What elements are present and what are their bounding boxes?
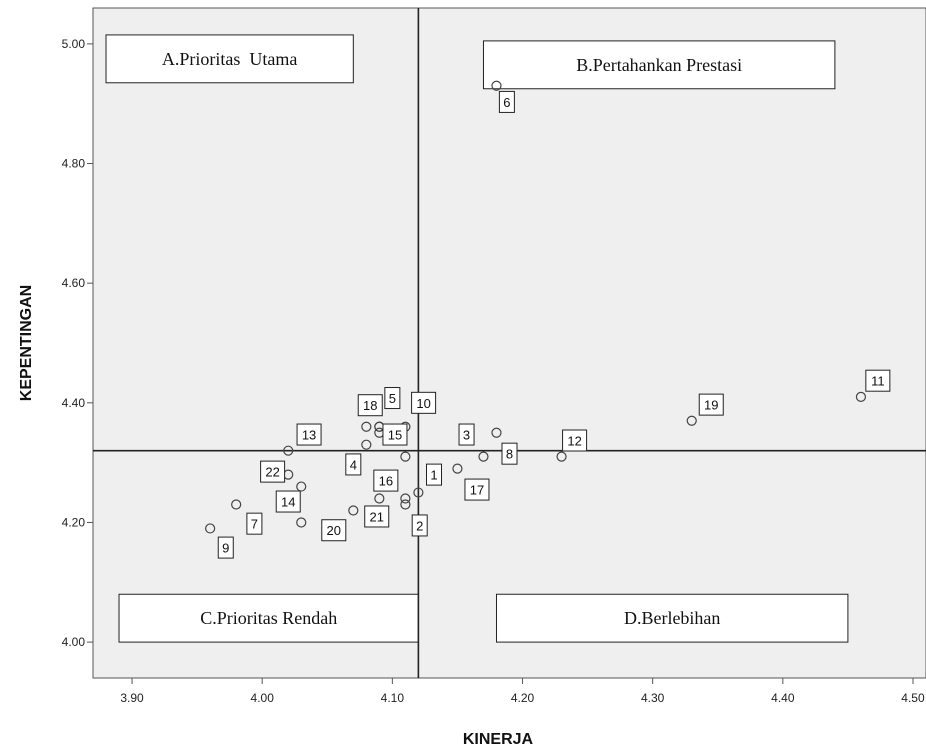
x-tick-label-3: 4.20 <box>511 691 535 705</box>
data-point-7 <box>231 499 242 510</box>
point-label-7: 7 <box>251 517 258 532</box>
point-label-13: 13 <box>302 428 316 443</box>
y-tick-label-1: 4.20 <box>62 515 86 529</box>
data-point-11 <box>855 391 867 402</box>
point-label-box-4 <box>345 453 362 476</box>
point-label-box-2 <box>411 514 428 537</box>
point-label-box-1 <box>426 463 443 486</box>
data-point-1 <box>413 487 424 498</box>
data-point-14 <box>296 481 307 492</box>
point-label-18: 18 <box>363 398 377 413</box>
data-point-2 <box>400 499 411 510</box>
point-label-8: 8 <box>506 447 513 462</box>
quadrant-box-1 <box>482 40 836 90</box>
point-label-box-11 <box>865 369 891 392</box>
quadrant-labels: A.Prioritas Utama B.Pertahankan Prestasi C… <box>105 34 849 643</box>
point-label-21: 21 <box>370 509 384 524</box>
x-tick-label-5: 4.40 <box>771 691 795 705</box>
point-label-box-7 <box>246 512 263 535</box>
point-label-19: 19 <box>704 398 718 413</box>
quadrant-label-0: A.Prioritas Utama <box>162 49 297 69</box>
point-label-box-15 <box>382 423 408 446</box>
point-label-14: 14 <box>281 495 295 510</box>
x-tick-label-6: 4.50 <box>901 691 925 705</box>
point-label-box-5 <box>384 387 401 410</box>
x-tick-label-0: 3.90 <box>120 691 144 705</box>
quadrant-box-3 <box>495 593 849 643</box>
data-point-13 <box>283 445 294 456</box>
point-label-4: 4 <box>350 457 357 472</box>
point-label-box-20 <box>321 519 347 542</box>
quadrant-label-2: C.Prioritas Rendah <box>200 608 337 628</box>
point-label-box-10 <box>411 391 437 414</box>
data-point-u23 <box>400 493 411 504</box>
point-label-10: 10 <box>416 396 430 411</box>
point-label-12: 12 <box>567 434 581 449</box>
data-point-6 <box>491 80 502 91</box>
point-label-box-18 <box>357 394 383 417</box>
point-label-2: 2 <box>416 518 423 533</box>
point-label-box-6 <box>498 90 515 113</box>
x-tick-label-4: 4.30 <box>641 691 665 705</box>
point-label-6: 6 <box>503 95 510 110</box>
x-tick-label-2: 4.10 <box>381 691 405 705</box>
y-tick-label-2: 4.40 <box>62 396 86 410</box>
data-point-19 <box>686 415 697 426</box>
point-label-box-22 <box>260 460 286 483</box>
data-point-8 <box>491 427 502 438</box>
data-point-16 <box>374 493 385 504</box>
quadrant-box-0 <box>105 34 354 84</box>
data-point-12 <box>556 451 567 462</box>
data-point-4 <box>400 451 411 462</box>
point-label-5: 5 <box>389 391 396 406</box>
y-axis-ticks: 4.00 4.20 4.40 4.60 4.80 5.00 <box>62 37 93 649</box>
point-label-box-8 <box>501 442 518 465</box>
point-label-20: 20 <box>327 523 341 538</box>
data-point-18 <box>361 421 372 432</box>
point-label-16: 16 <box>379 474 393 489</box>
y-tick-label-0: 4.00 <box>62 635 86 649</box>
point-label-9: 9 <box>222 541 229 556</box>
point-label-box-19 <box>698 393 724 416</box>
point-label-box-21 <box>364 505 390 528</box>
point-label-box-12 <box>562 429 588 452</box>
point-label-1: 1 <box>430 468 437 483</box>
point-label-22: 22 <box>265 465 279 480</box>
quadrant-box-2 <box>118 593 419 643</box>
point-label-box-3 <box>458 423 475 446</box>
point-label-box-9 <box>217 536 234 559</box>
point-label-box-13 <box>296 423 322 446</box>
y-axis-title: KEPENTINGAN <box>18 285 35 401</box>
point-label-15: 15 <box>388 428 402 443</box>
data-point-21 <box>348 505 359 516</box>
quadrant-label-1: B.Pertahankan Prestasi <box>576 55 742 75</box>
point-label-box-17 <box>464 478 490 501</box>
y-tick-label-5: 5.00 <box>62 37 86 51</box>
point-label-11: 11 <box>871 374 885 389</box>
point-label-17: 17 <box>470 483 484 498</box>
x-tick-label-1: 4.00 <box>251 691 275 705</box>
quadrant-label-3: D.Berlebihan <box>624 608 720 628</box>
data-point-u22 <box>361 439 372 450</box>
plot-background <box>92 7 926 679</box>
data-point-20 <box>296 517 307 528</box>
point-label-box-14 <box>275 490 301 513</box>
data-point-9 <box>205 523 216 534</box>
y-tick-label-4: 4.80 <box>62 157 86 171</box>
data-point-3 <box>452 463 463 474</box>
data-points <box>205 80 867 534</box>
point-label-box-16 <box>373 469 399 492</box>
y-tick-label-3: 4.60 <box>62 276 86 290</box>
data-point-17 <box>478 451 489 462</box>
point-label-3: 3 <box>463 428 470 443</box>
x-axis-ticks: 3.90 4.00 4.10 4.20 4.30 4.40 4.50 <box>120 678 925 705</box>
x-axis-title: KINERJA <box>463 731 534 748</box>
